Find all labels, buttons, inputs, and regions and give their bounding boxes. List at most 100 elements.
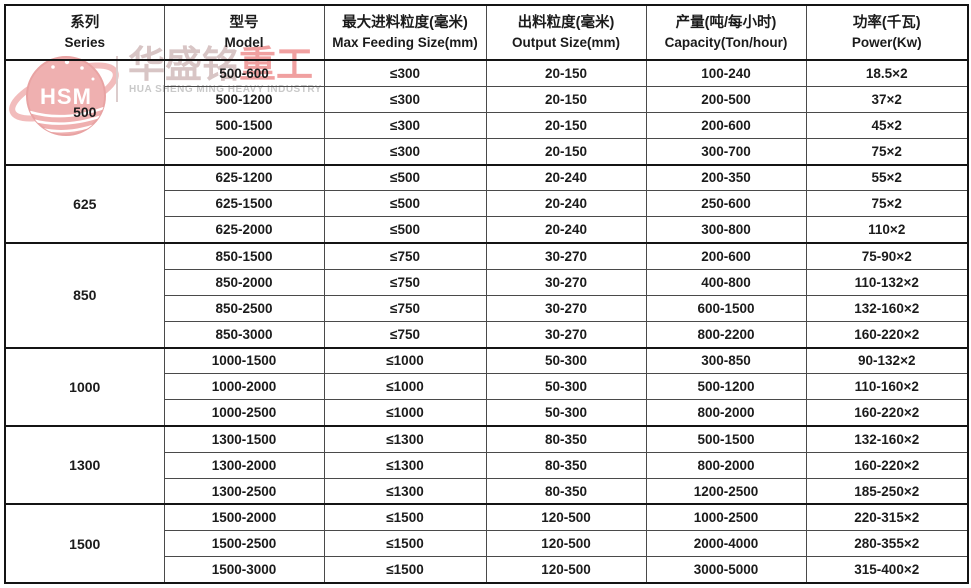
capacity-cell: 500-1500 [645, 424, 807, 453]
output-size-cell: 30-270 [485, 268, 647, 296]
feeding-size-cell: ≤750 [323, 320, 487, 349]
col-header-power-en: Power(Kw) [851, 35, 922, 51]
feeding-size-cell: ≤300 [323, 137, 487, 166]
output-size-cell: 80-350 [485, 477, 647, 505]
table-row: 500-2000 ≤300 20-150 300-700 75×2 [5, 137, 969, 166]
feeding-size-cell: ≤300 [323, 85, 487, 113]
model-cell: 625-2000 [163, 216, 325, 244]
output-size-cell: 30-270 [485, 241, 647, 270]
feeding-size-cell: ≤500 [323, 163, 487, 192]
col-header-power: 功率(千瓦) Power(Kw) [805, 4, 969, 61]
capacity-cell: 1200-2500 [645, 477, 807, 505]
series-cell: 850 [4, 241, 165, 349]
series-cell: 1300 [4, 424, 165, 505]
spec-table-body: 500 500-600 ≤300 20-150 100-240 18.5×2 500-120… [4, 58, 969, 584]
col-header-output-size-zh: 出料粒度(毫米) [517, 15, 615, 32]
capacity-cell: 800-2000 [645, 399, 807, 427]
model-cell: 1300-1500 [163, 424, 325, 453]
power-cell: 37×2 [805, 85, 969, 113]
power-cell: 132-160×2 [805, 294, 969, 322]
model-cell: 625-1200 [163, 163, 325, 192]
feeding-size-cell: ≤1300 [323, 477, 487, 505]
output-size-cell: 50-300 [485, 346, 647, 375]
col-header-output-size-en: Output Size(mm) [512, 35, 620, 51]
col-header-series-zh: 系列 [70, 15, 100, 32]
power-cell: 160-220×2 [805, 399, 969, 427]
feeding-size-cell: ≤1500 [323, 530, 487, 558]
model-cell: 500-1500 [163, 111, 325, 139]
capacity-cell: 200-600 [645, 111, 807, 139]
model-cell: 1000-2500 [163, 399, 325, 427]
model-cell: 850-2000 [163, 268, 325, 296]
capacity-cell: 300-700 [645, 137, 807, 166]
col-header-model-en: Model [224, 35, 264, 51]
table-row: 1500-3000 ≤1500 120-500 3000-5000 315-400×2 [5, 556, 969, 584]
output-size-cell: 120-500 [485, 503, 647, 532]
feeding-size-cell: ≤750 [323, 268, 487, 296]
power-cell: 160-220×2 [805, 320, 969, 349]
output-size-cell: 20-150 [485, 85, 647, 113]
capacity-cell: 250-600 [645, 190, 807, 218]
power-cell: 75-90×2 [805, 241, 969, 270]
col-header-feeding-size: 最大进料粒度(毫米) Max Feeding Size(mm) [323, 4, 487, 61]
table-row: 625-2000 ≤500 20-240 300-800 110×2 [5, 216, 969, 244]
feeding-size-cell: ≤1000 [323, 373, 487, 401]
feeding-size-cell: ≤1000 [323, 399, 487, 427]
capacity-cell: 2000-4000 [645, 530, 807, 558]
power-cell: 220-315×2 [805, 503, 969, 532]
model-cell: 500-600 [163, 58, 325, 87]
model-cell: 1300-2500 [163, 477, 325, 505]
table-row: 1500 1500-2000 ≤1500 120-500 1000-2500 220-31… [4, 503, 969, 584]
model-cell: 1300-2000 [163, 451, 325, 479]
feeding-size-cell: ≤750 [323, 294, 487, 322]
model-cell: 1500-3000 [163, 556, 325, 584]
capacity-cell: 800-2000 [645, 451, 807, 479]
model-cell: 850-1500 [163, 241, 325, 270]
output-size-cell: 20-240 [485, 163, 647, 192]
table-row: 625-1500 ≤500 20-240 250-600 75×2 [5, 190, 969, 218]
table-row: 1300 1300-1500 ≤1300 80-350 500-1500 132-160×… [4, 424, 969, 505]
capacity-cell: 600-1500 [645, 294, 807, 322]
header-row: 系列 Series 型号 Model 最大进料粒度(毫米) Max Feedin… [4, 4, 969, 61]
col-header-output-size: 出料粒度(毫米) Output Size(mm) [485, 4, 647, 61]
col-header-model: 型号 Model [163, 4, 325, 61]
col-header-series: 系列 Series [4, 4, 165, 61]
output-size-cell: 120-500 [485, 556, 647, 584]
power-cell: 110-132×2 [805, 268, 969, 296]
series-cell: 1500 [4, 503, 165, 584]
model-cell: 625-1500 [163, 190, 325, 218]
output-size-cell: 20-150 [485, 58, 647, 87]
power-cell: 45×2 [805, 111, 969, 139]
table-row: 850-3000 ≤750 30-270 800-2200 160-220×2 [5, 320, 969, 349]
table-row: 850 850-1500 ≤750 30-270 200-600 75-90×2 [4, 241, 969, 349]
feeding-size-cell: ≤500 [323, 190, 487, 218]
col-header-model-zh: 型号 [229, 15, 259, 32]
feeding-size-cell: ≤1300 [323, 451, 487, 479]
capacity-cell: 100-240 [645, 58, 807, 87]
col-header-feeding-size-en: Max Feeding Size(mm) [332, 35, 478, 51]
table-row: 500 500-600 ≤300 20-150 100-240 18.5×2 [4, 58, 969, 166]
capacity-cell: 1000-2500 [645, 503, 807, 532]
capacity-cell: 500-1200 [645, 373, 807, 401]
capacity-cell: 300-850 [645, 346, 807, 375]
power-cell: 110×2 [805, 216, 969, 244]
power-cell: 90-132×2 [805, 346, 969, 375]
feeding-size-cell: ≤300 [323, 58, 487, 87]
feeding-size-cell: ≤1000 [323, 346, 487, 375]
capacity-cell: 300-800 [645, 216, 807, 244]
output-size-cell: 20-150 [485, 137, 647, 166]
feeding-size-cell: ≤1500 [323, 556, 487, 584]
power-cell: 280-355×2 [805, 530, 969, 558]
table-row: 1000-2000 ≤1000 50-300 500-1200 110-160×2 [5, 373, 969, 401]
capacity-cell: 3000-5000 [645, 556, 807, 584]
col-header-series-en: Series [64, 35, 106, 51]
col-header-capacity-zh: 产量(吨/每小时) [675, 15, 777, 32]
model-cell: 1500-2500 [163, 530, 325, 558]
col-header-feeding-size-zh: 最大进料粒度(毫米) [342, 15, 468, 32]
power-cell: 160-220×2 [805, 451, 969, 479]
capacity-cell: 200-600 [645, 241, 807, 270]
table-row: 1500-2500 ≤1500 120-500 2000-4000 280-355×2 [5, 530, 969, 558]
output-size-cell: 20-240 [485, 190, 647, 218]
power-cell: 55×2 [805, 163, 969, 192]
